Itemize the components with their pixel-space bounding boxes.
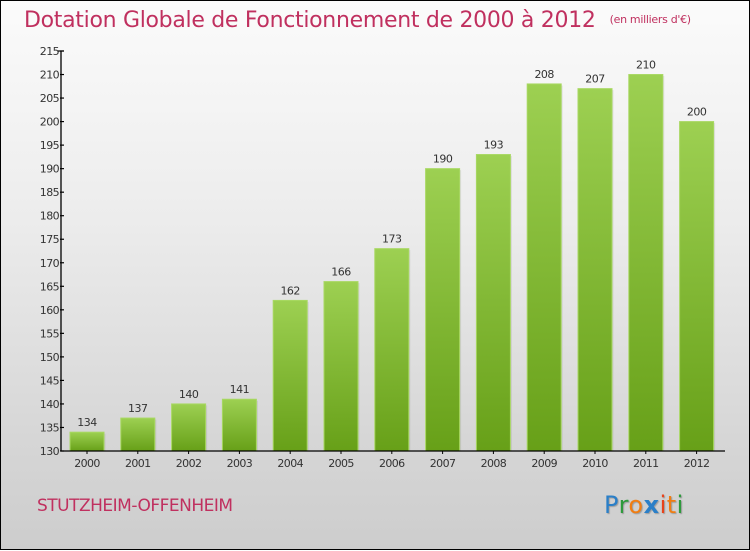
logo-letter: o [628, 491, 644, 519]
x-tick-label: 2004 [277, 457, 303, 470]
y-tick-label: 215 [40, 45, 60, 58]
chart-title: Dotation Globale de Fonctionnement de 20… [24, 8, 691, 33]
x-tick-label: 2009 [531, 457, 557, 470]
bar-2007 [425, 168, 461, 452]
y-tick-label: 205 [40, 92, 60, 105]
y-tick-label: 165 [40, 280, 60, 293]
bar-2009 [526, 83, 562, 452]
bars-group: 134 137 140 141 162 166 173 190 193 208 207 210 200 [69, 59, 716, 452]
value-label: 166 [331, 266, 351, 279]
value-label: 137 [128, 402, 148, 415]
y-tick-label: 170 [40, 257, 60, 270]
y-tick-label: 195 [40, 139, 60, 152]
x-tick-label: 2000 [74, 457, 100, 470]
x-tick-label: 2011 [633, 457, 659, 470]
proxiti-logo[interactable]: Proxiti [604, 491, 684, 519]
bar-2005 [323, 281, 359, 452]
bar-2011 [628, 74, 664, 452]
x-axis: 2000 2001 2002 2003 2004 2005 2006 2007 2008 2009… [61, 450, 725, 470]
logo-letter: i [676, 491, 684, 519]
value-label: 193 [484, 139, 504, 152]
y-tick-label: 145 [40, 374, 60, 387]
y-tick-label: 130 [40, 445, 60, 458]
x-tick-label: 2005 [328, 457, 354, 470]
logo-letter: t [666, 491, 677, 519]
y-tick-label: 140 [40, 398, 60, 411]
x-tick-label: 2003 [227, 457, 253, 470]
y-tick-label: 200 [40, 116, 60, 129]
x-tick-label: 2008 [481, 457, 507, 470]
bar-2010 [577, 88, 613, 452]
bar-2012 [679, 121, 715, 452]
x-tick-label: 2002 [176, 457, 202, 470]
bar-2008 [475, 154, 511, 452]
value-label: 190 [433, 153, 453, 166]
x-tick-label: 2006 [379, 457, 405, 470]
logo-letter: P [604, 491, 619, 519]
value-label: 200 [687, 106, 707, 119]
bar-2000 [69, 431, 105, 452]
commune-name: STUTZHEIM-OFFENHEIM [37, 496, 233, 516]
bar-2006 [374, 248, 410, 452]
logo-letter: r [618, 491, 629, 519]
y-tick-label: 135 [40, 421, 60, 434]
value-label: 208 [534, 68, 554, 81]
unit-note: (en milliers d'€) [609, 13, 691, 26]
logo-letter: x [643, 491, 660, 519]
bar-2001 [120, 417, 156, 452]
chart-title-text: Dotation Globale de Fonctionnement de 20… [24, 8, 596, 33]
bar-2002 [171, 403, 207, 452]
value-label: 210 [636, 59, 656, 72]
x-tick-label: 2001 [125, 457, 151, 470]
bar-2004 [272, 299, 308, 452]
value-label: 207 [585, 73, 605, 86]
value-label: 141 [230, 383, 250, 396]
y-tick-label: 160 [40, 304, 60, 317]
value-label: 134 [77, 416, 97, 429]
y-axis: 130 135 140 145 150 155 160 165 170 175 180 185 190 1… [40, 45, 64, 458]
y-tick-label: 210 [40, 69, 60, 82]
x-tick-label: 2010 [582, 457, 608, 470]
y-tick-label: 180 [40, 210, 60, 223]
value-label: 140 [179, 388, 199, 401]
y-tick-label: 190 [40, 163, 60, 176]
x-tick-label: 2007 [430, 457, 456, 470]
bar-2003 [221, 398, 257, 452]
y-tick-label: 175 [40, 233, 60, 246]
value-label: 173 [382, 233, 402, 246]
logo-letter: i [659, 491, 667, 519]
y-tick-label: 150 [40, 351, 60, 364]
y-tick-label: 155 [40, 327, 60, 340]
value-label: 162 [280, 284, 300, 297]
x-tick-label: 2012 [684, 457, 710, 470]
y-tick-label: 185 [40, 186, 60, 199]
